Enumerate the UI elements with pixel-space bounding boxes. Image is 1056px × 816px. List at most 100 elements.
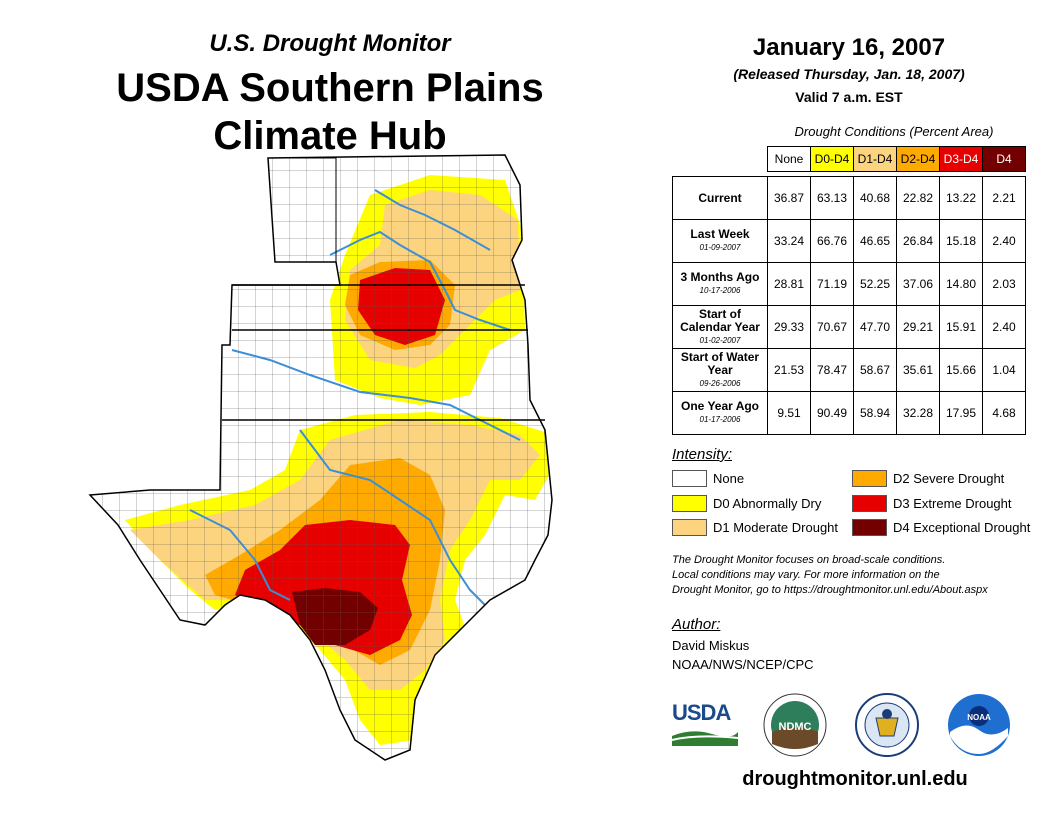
legend-item-d0: D0 Abnormally Dry xyxy=(672,495,821,512)
river-pecos xyxy=(189,509,291,601)
river-red xyxy=(231,349,521,441)
map-title-line2: Climate Hub xyxy=(213,114,447,158)
legend-label: D2 Severe Drought xyxy=(893,471,1005,486)
legend-item-d1: D1 Moderate Drought xyxy=(672,519,838,536)
table-cell: 71.19 xyxy=(810,262,854,306)
table-cell: 37.06 xyxy=(896,262,940,306)
legend-item-none: None xyxy=(672,470,744,487)
table-row: One Year Ago 01-17-2006 9.51 90.49 58.94 … xyxy=(672,391,1026,435)
table-header-row: None D0-D4 D1-D4 D2-D4 D3-D4 D4 xyxy=(673,146,1026,172)
river-kansas xyxy=(374,189,491,251)
table-cell: 33.24 xyxy=(767,219,811,263)
usda-logo: USDA xyxy=(671,700,739,748)
table-cell: 29.33 xyxy=(767,305,811,349)
release-date: (Released Thursday, Jan. 18, 2007) xyxy=(733,66,965,82)
table-cell: 35.61 xyxy=(896,348,940,392)
note-line: Drought Monitor, go to https://droughtmo… xyxy=(672,584,988,596)
table-row: Start of Water Year 09-26-2006 21.53 78.4… xyxy=(672,348,1026,392)
table-cell: 29.21 xyxy=(896,305,940,349)
legend-label: D4 Exceptional Drought xyxy=(893,520,1031,535)
table-cell: 46.65 xyxy=(853,219,897,263)
table-cell: 28.81 xyxy=(767,262,811,306)
table-cell: 40.68 xyxy=(853,176,897,220)
legend-swatch-d3 xyxy=(852,495,887,512)
county-boundaries xyxy=(90,155,552,760)
legend-label: D3 Extreme Drought xyxy=(893,496,1012,511)
valid-time: Valid 7 a.m. EST xyxy=(795,89,903,105)
ndmc-logo: NDMC xyxy=(763,693,827,757)
legend-swatch-d2 xyxy=(852,470,887,487)
table-row: 3 Months Ago 10-17-2006 28.81 71.19 52.25… xyxy=(672,262,1026,306)
table-cell: 1.04 xyxy=(982,348,1026,392)
table-cell: 90.49 xyxy=(810,391,854,435)
row-label: Start of Water Year xyxy=(680,349,760,377)
row-label: Start of Calendar Year xyxy=(680,306,760,334)
author-name: David Miskus xyxy=(672,638,750,653)
table-cell: 63.13 xyxy=(810,176,854,220)
legend-swatch-d1 xyxy=(672,519,707,536)
col-header-d4: D4 xyxy=(982,146,1026,172)
row-date: 10-17-2006 xyxy=(699,286,741,295)
table-cell: 52.25 xyxy=(853,262,897,306)
table-cell: 36.87 xyxy=(767,176,811,220)
table-cell: 14.80 xyxy=(939,262,983,306)
table-cell: 66.76 xyxy=(810,219,854,263)
row-label: 3 Months Ago xyxy=(680,270,760,284)
map-subtitle: U.S. Drought Monitor xyxy=(209,30,451,57)
author-org: NOAA/NWS/NCEP/CPC xyxy=(672,657,814,672)
row-label: Current xyxy=(698,190,742,205)
row-label: One Year Ago xyxy=(680,399,760,413)
table-cell: 2.40 xyxy=(982,219,1026,263)
table-cell: 22.82 xyxy=(896,176,940,220)
table-row: Last Week 01-09-2007 33.24 66.76 46.65 26… xyxy=(672,219,1026,263)
table-cell: 47.70 xyxy=(853,305,897,349)
row-label: Last Week xyxy=(690,227,750,241)
table-row: Current 36.87 63.13 40.68 22.82 13.22 2.… xyxy=(672,176,1026,220)
table-cell: 2.03 xyxy=(982,262,1026,306)
legend-swatch-d0 xyxy=(672,495,707,512)
table-cell: 58.67 xyxy=(853,348,897,392)
row-date: 01-02-2007 xyxy=(699,335,741,345)
legend-label: D1 Moderate Drought xyxy=(713,520,839,535)
drought-stats-table: None D0-D4 D1-D4 D2-D4 D3-D4 D4 Current … xyxy=(672,146,1026,435)
legend-label: D0 Abnormally Dry xyxy=(713,496,822,511)
table-row: Start of Calendar Year 01-02-2007 29.33 7… xyxy=(672,305,1026,349)
legend-item-d2: D2 Severe Drought xyxy=(852,470,1004,487)
usda-logo-landscape xyxy=(671,731,739,746)
map-title-line1: USDA Southern Plains xyxy=(116,66,544,110)
col-header-none: None xyxy=(767,146,811,172)
legend-item-d4: D4 Exceptional Drought xyxy=(852,519,1030,536)
table-cell: 70.67 xyxy=(810,305,854,349)
noaa-logo-text: NOAA xyxy=(967,713,991,722)
row-date: 09-26-2006 xyxy=(699,378,741,388)
legend-swatch-none xyxy=(672,470,707,487)
panhandle-border xyxy=(268,157,337,262)
legend-title: Intensity: xyxy=(672,446,733,463)
state-borders xyxy=(222,284,545,421)
row-date: 01-09-2007 xyxy=(699,243,741,252)
col-header-d3-d4: D3-D4 xyxy=(939,146,983,172)
table-cell: 13.22 xyxy=(939,176,983,220)
noaa-logo: NOAA xyxy=(948,694,1010,756)
table-cell: 21.53 xyxy=(767,348,811,392)
map-date: January 16, 2007 xyxy=(752,34,946,61)
table-cell: 15.66 xyxy=(939,348,983,392)
table-cell: 15.18 xyxy=(939,219,983,263)
note-line: Local conditions may vary. For more info… xyxy=(672,569,940,581)
table-cell: 4.68 xyxy=(982,391,1026,435)
table-cell: 58.94 xyxy=(853,391,897,435)
table-caption: Drought Conditions (Percent Area) xyxy=(794,124,994,139)
usda-logo-text: USDA xyxy=(672,700,731,725)
table-cell: 17.95 xyxy=(939,391,983,435)
legend-label: None xyxy=(713,471,745,486)
website-link[interactable]: droughtmonitor.unl.edu xyxy=(742,768,968,790)
ndmc-logo-text: NDMC xyxy=(779,721,812,733)
col-header-d1-d4: D1-D4 xyxy=(853,146,897,172)
river-arkansas xyxy=(329,230,511,331)
col-header-d0-d4: D0-D4 xyxy=(810,146,854,172)
table-cell: 2.40 xyxy=(982,305,1026,349)
legend-swatch-d4 xyxy=(852,519,887,536)
col-header-d2-d4: D2-D4 xyxy=(896,146,940,172)
commerce-seal-logo xyxy=(855,693,919,757)
drought-map xyxy=(89,154,553,761)
